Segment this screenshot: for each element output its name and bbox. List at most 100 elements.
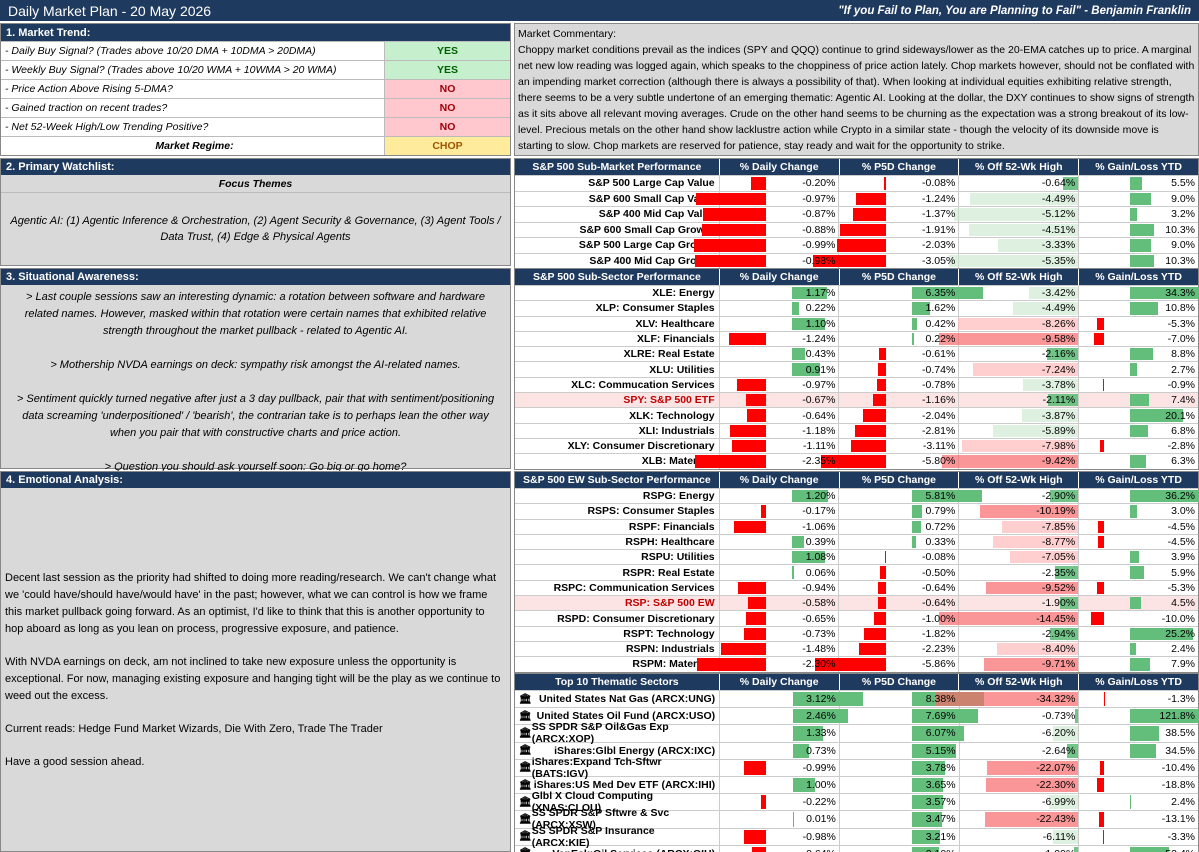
row-label: iShares:US Med Dev ETF (ARCX:IHI): [533, 779, 716, 792]
table-row: RSPH: Healthcare 0.39% 0.33% -8.77% -4.5%: [515, 533, 1198, 550]
value-bar: [973, 363, 1079, 376]
value-text: 9.0%: [1171, 192, 1196, 205]
bank-icon: 🏛: [519, 848, 532, 852]
value-cell: -0.87%: [702, 207, 840, 222]
value-cell: -0.64%: [959, 176, 1080, 191]
table-title: S&P 500 Sub-Sector Performance: [515, 269, 720, 285]
value-bar: [1129, 192, 1151, 205]
value-bar: [1129, 795, 1132, 810]
value-bar: [1100, 439, 1105, 453]
value-bar: [761, 795, 767, 810]
row-name: 🏛 iShares:US Med Dev ETF (ARCX:IHI): [515, 776, 721, 794]
value-bar: [736, 378, 766, 392]
value-cell: -4.49%: [959, 301, 1080, 316]
value-text: -5.35%: [1041, 254, 1076, 267]
value-cell: 9.0%: [1079, 192, 1198, 207]
value-text: -3.3%: [1167, 830, 1196, 843]
value-text: -3.42%: [1041, 287, 1076, 300]
value-bar: [958, 317, 1079, 330]
value-text: -1.18%: [802, 424, 836, 437]
column-header: % Gain/Loss YTD: [1095, 161, 1182, 173]
value-cell: 1.17%: [720, 286, 840, 301]
value-bar: [879, 348, 886, 361]
value-cell: -22.43%: [960, 811, 1080, 828]
value-cell: -0.78%: [839, 377, 960, 393]
value-text: 0.22%: [925, 333, 956, 346]
value-cell: -22.30%: [960, 776, 1080, 794]
value-bar: [878, 597, 886, 610]
table-row: 🏛 SS SPDR S&P Insurance (ARCX:KIE) -0.98% 3…: [515, 825, 1198, 849]
row-label: S&P 600 Small Cap Growth: [579, 223, 715, 236]
value-cell: 10.3%: [1079, 254, 1198, 269]
value-text: -0.87%: [802, 208, 836, 221]
row-label: RSPF: Financials: [628, 520, 715, 533]
value-cell: 6.3%: [1079, 454, 1198, 468]
commentary-text: Choppy market conditions prevail as the …: [518, 44, 1195, 152]
value-bar: [948, 254, 1079, 267]
value-text: -2.81%: [922, 424, 956, 437]
value-text: -0.73%: [1042, 710, 1076, 723]
column-header: % P5D Change: [840, 159, 960, 175]
trend-answer: YES: [385, 61, 510, 79]
value-bar: [912, 709, 978, 724]
situational-section: 3. Situational Awareness: > Last couple …: [0, 268, 511, 473]
value-text: -22.43%: [1036, 813, 1076, 826]
market-regime-label: Market Regime:: [1, 137, 385, 155]
row-label: RSPG: Energy: [642, 490, 715, 503]
column-header: % Daily Change: [720, 159, 840, 175]
column-header: % Off 52-Wk High: [959, 269, 1080, 285]
value-cell: 20.1%: [1079, 408, 1198, 422]
row-label: iShares:Expand Tch-Sftwr (BATS:IGV): [531, 755, 662, 780]
value-cell: 1.62%: [839, 301, 960, 316]
emotional-section: 4. Emotional Analysis: Decent last sessi…: [0, 471, 511, 852]
value-text: 3.65%: [925, 779, 956, 792]
value-cell: -1.24%: [720, 331, 840, 347]
value-text: 6.8%: [1171, 424, 1196, 437]
market-trend-row: - Gained traction on recent trades? NO: [1, 98, 510, 117]
value-cell: -3.33%: [959, 238, 1080, 253]
value-text: -0.97%: [802, 192, 836, 205]
value-bar: [936, 692, 1079, 707]
value-cell: 52.4%: [1079, 846, 1198, 852]
value-bar: [1129, 642, 1136, 656]
value-text: -2.94%: [1041, 627, 1076, 640]
value-cell: -10.19%: [959, 504, 1080, 519]
column-header: % Daily Change: [720, 269, 840, 285]
value-cell: -1.00%: [839, 611, 960, 626]
value-cell: -2.11%: [959, 393, 1080, 408]
value-bar: [1049, 627, 1079, 640]
value-bar: [1103, 829, 1105, 844]
table-row: XLF: Financials -1.24% 0.22% -9.58% -7.0%: [515, 330, 1198, 347]
value-bar: [748, 597, 766, 610]
value-bar: [836, 239, 886, 252]
value-cell: 5.5%: [1079, 176, 1198, 191]
value-bar: [1075, 709, 1079, 724]
row-label: XLV: Healthcare: [635, 317, 715, 330]
value-text: -2.30%: [802, 658, 836, 671]
trend-question: - Daily Buy Signal? (Trades above 10/20 …: [1, 42, 385, 60]
value-bar: [743, 760, 767, 775]
value-text: 0.33%: [925, 536, 956, 549]
value-bar: [863, 409, 886, 422]
value-cell: -0.99%: [720, 759, 840, 776]
trend-answer: NO: [385, 118, 510, 136]
market-regime-row: Market Regime: CHOP: [1, 136, 510, 155]
row-label: United States Nat Gas (ARCX:UNG): [538, 693, 716, 706]
watchlist-header: 2. Primary Watchlist:: [1, 159, 510, 175]
value-bar: [1049, 795, 1079, 810]
value-text: -10.0%: [1161, 612, 1196, 625]
row-name: 🏛 Glbl X Cloud Computing (XNAS:CLOU): [515, 790, 721, 814]
value-cell: 36.2%: [1079, 489, 1199, 503]
value-cell: -0.98%: [694, 253, 840, 268]
table-row: XLP: Consumer Staples 0.22% 1.62% -4.49% 10.…: [515, 300, 1198, 316]
value-bar: [1129, 455, 1147, 468]
value-text: -1.24%: [802, 333, 836, 346]
value-cell: -0.64%: [720, 845, 840, 852]
value-text: 1.08%: [805, 551, 836, 564]
value-text: -3.78%: [1041, 378, 1076, 391]
value-text: 3.12%: [806, 693, 836, 706]
value-cell: -0.20%: [720, 176, 840, 191]
row-label: Glbl X Cloud Computing (XNAS:CLOU): [531, 790, 654, 815]
row-name: RSPH: Healthcare: [515, 534, 720, 550]
value-text: -1.06%: [802, 520, 836, 533]
